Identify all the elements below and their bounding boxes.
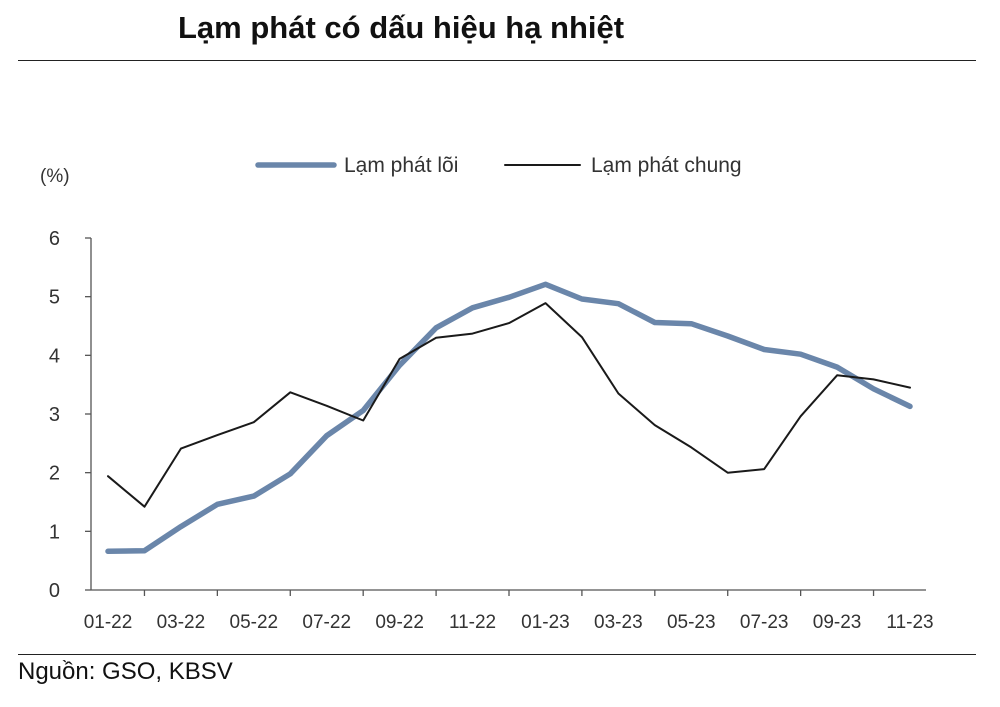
source-divider: [18, 654, 976, 655]
legend-label: Lạm phát lõi: [344, 154, 458, 177]
x-tick-label: 11-23: [886, 612, 933, 633]
x-tick-label: 11-22: [449, 612, 496, 633]
y-tick-label: 4: [49, 345, 60, 367]
legend: Lạm phát lõi Lạm phát chung: [255, 154, 742, 177]
source-note: Nguồn: GSO, KBSV: [18, 658, 233, 685]
x-tick-label: 03-22: [157, 612, 206, 633]
y-axis-label: (%): [40, 166, 70, 187]
x-tick-label: 07-23: [740, 612, 789, 633]
y-tick-label: 6: [49, 228, 60, 250]
x-tick-label: 05-22: [230, 612, 279, 633]
axes: 0 1 2 3 4 5 6 01-22 03-22 05-22 07-22 09-22 11-22 01-…: [49, 228, 934, 633]
title-divider: [18, 60, 976, 61]
x-tick-label: 09-22: [375, 612, 424, 633]
y-tick-label: 3: [49, 404, 60, 426]
y-tick-label: 5: [49, 287, 60, 309]
chart-area: (%) Lạm phát lõi Lạm phát chung 0 1 2 3 4 5 6 01…: [40, 154, 934, 633]
legend-label: Lạm phát chung: [591, 154, 742, 177]
x-tick-label: 03-23: [594, 612, 643, 633]
chart-title: Lạm phát có dấu hiệu hạ nhiệt: [178, 10, 625, 45]
x-tick-label: 09-23: [813, 612, 862, 633]
x-tick-label: 07-22: [302, 612, 351, 633]
y-tick-label: 1: [49, 521, 60, 543]
series-line-headline-inflation: [107, 302, 911, 508]
y-tick-label: 0: [49, 580, 60, 602]
x-tick-label: 01-23: [521, 612, 570, 633]
x-tick-label: 01-22: [84, 612, 133, 633]
series-line-core-inflation: [105, 281, 913, 555]
x-tick-label: 05-23: [667, 612, 716, 633]
series-group: [105, 281, 913, 555]
y-tick-label: 2: [49, 463, 60, 485]
